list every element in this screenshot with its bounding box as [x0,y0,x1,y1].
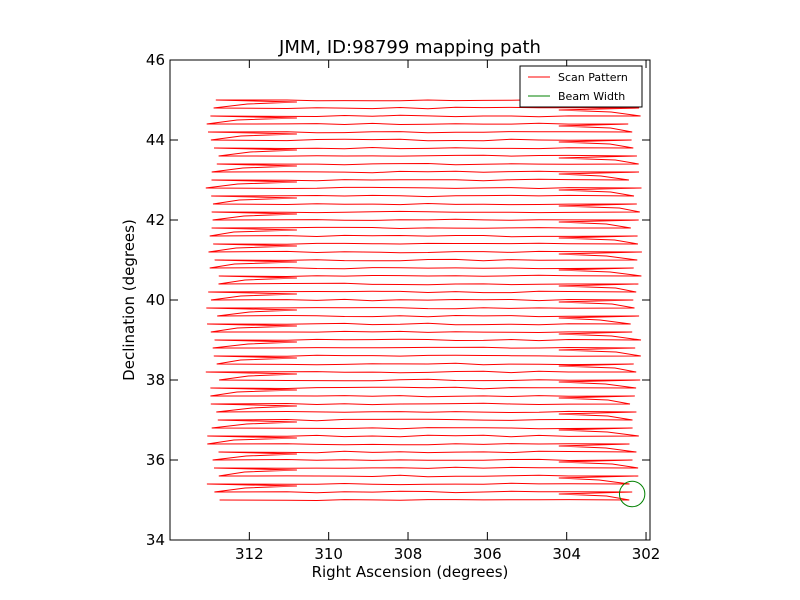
x-tick-label: 304 [552,545,581,563]
x-tick-label: 306 [473,545,502,563]
y-tick-label: 34 [146,531,165,549]
beam-width-series [618,480,646,508]
x-tick-label: 302 [632,545,661,563]
legend-scan-label: Scan Pattern [558,71,628,84]
beam-width-circle [618,480,646,508]
legend: Scan Pattern Beam Width [519,65,643,108]
y-tick-label: 44 [146,131,165,149]
y-axis: 34 36 38 40 42 44 46 [146,51,650,549]
y-tick-label: 42 [146,211,165,229]
x-tick-label: 310 [314,545,343,563]
legend-box [519,65,643,108]
x-axis: 312 310 308 306 304 302 [235,60,660,563]
chart-title: JMM, ID:98799 mapping path [278,37,541,58]
x-tick-label: 308 [394,545,423,563]
y-tick-label: 38 [146,371,165,389]
scan-pattern-series [205,99,642,502]
legend-beam-label: Beam Width [558,90,625,103]
y-tick-label: 40 [146,291,165,309]
x-axis-label: Right Ascension (degrees) [312,563,509,581]
x-tick-label: 312 [235,545,264,563]
scan-pattern-line [205,99,642,502]
y-axis-label: Declination (degrees) [120,219,138,381]
y-tick-label: 36 [146,451,165,469]
y-tick-label: 46 [146,51,165,69]
